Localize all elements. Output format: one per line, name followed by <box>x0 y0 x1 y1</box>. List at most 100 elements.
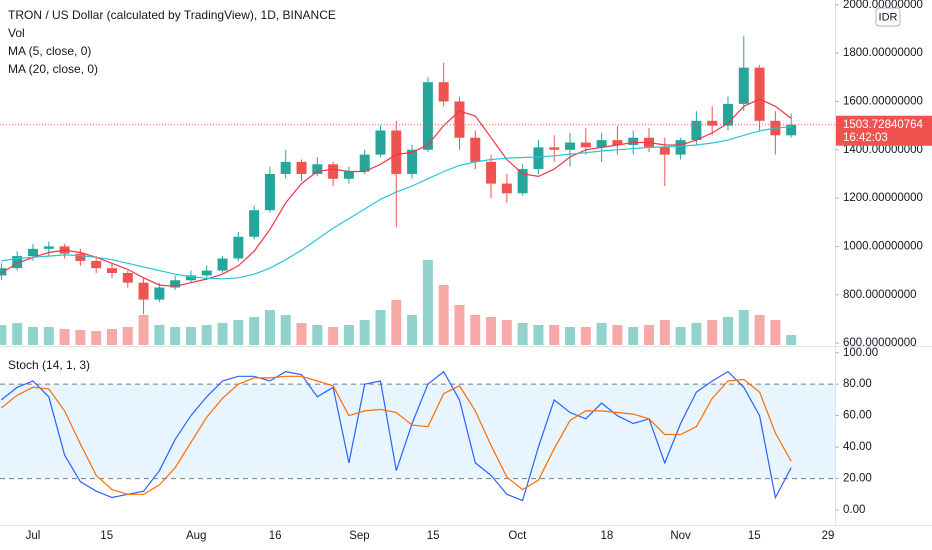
volume-bar <box>359 320 370 345</box>
volume-bar <box>217 323 228 345</box>
volume-bar <box>644 325 655 345</box>
y-tick-label: 1800.00000000 <box>843 47 923 59</box>
volume-bar <box>675 327 686 345</box>
stoch-band <box>0 384 835 479</box>
volume-bar <box>249 317 260 345</box>
currency-label: IDR <box>879 11 898 23</box>
volume-bar <box>501 320 512 345</box>
volume-bar <box>170 327 181 345</box>
candle-body <box>565 142 576 150</box>
candle-body <box>754 67 765 121</box>
y-tick-label: 80.00 <box>843 378 872 390</box>
volume-bar <box>533 325 544 345</box>
candle-body <box>28 248 38 257</box>
volume-bar <box>754 315 765 345</box>
candle-body <box>596 140 607 148</box>
chart-title: TRON / US Dollar (calculated by TradingV… <box>8 8 336 22</box>
y-tick-label: 20.00 <box>843 473 872 485</box>
candle-body <box>106 268 117 274</box>
legend-entry: MA (5, close, 0) <box>8 44 91 58</box>
candle-body <box>454 101 465 138</box>
legend-volume: Vol <box>8 26 25 40</box>
candle-body <box>264 173 275 211</box>
volume-bar <box>422 260 433 345</box>
countdown: 16:42:03 <box>843 132 888 144</box>
candle-body <box>675 140 686 155</box>
x-tick-label: Aug <box>186 530 206 542</box>
candle-body <box>154 287 165 300</box>
x-tick-label: Nov <box>670 530 691 542</box>
indicator-title: Stoch (14, 1, 3) <box>8 358 90 372</box>
volume-bar <box>43 327 54 345</box>
candle-body <box>517 169 528 194</box>
candle-body <box>391 130 402 174</box>
volume-bar <box>738 310 749 345</box>
last-price-box <box>836 115 932 146</box>
candle-body <box>43 246 54 249</box>
volume-bar <box>296 323 307 345</box>
y-tick-label: 60.00 <box>843 410 872 422</box>
candle-body <box>343 171 354 179</box>
candle-body <box>375 130 386 155</box>
candle-body <box>122 273 133 283</box>
volume-bar <box>28 327 38 345</box>
volume-bar <box>375 310 386 345</box>
last-price-label: 1503.72840764 <box>843 119 924 131</box>
candle-body <box>659 147 670 155</box>
candle-body <box>185 275 196 281</box>
candle-body <box>12 256 23 269</box>
volume-bar <box>580 327 591 345</box>
x-tick-label: 18 <box>600 530 613 542</box>
x-tick-label: 16 <box>269 530 282 542</box>
moving-average <box>1 126 792 280</box>
y-tick-label: 800.00000000 <box>843 289 917 301</box>
candle-body <box>296 161 307 174</box>
x-tick-label: Sep <box>349 530 369 542</box>
volume-bar <box>549 325 560 345</box>
volume-bar <box>138 315 149 345</box>
volume-bar <box>91 331 102 345</box>
stoch-line <box>1 375 792 495</box>
volume-bar <box>691 323 702 345</box>
volume-bar <box>185 327 196 345</box>
moving-average <box>1 98 792 287</box>
volume-bar <box>707 320 718 345</box>
candle-body <box>407 149 418 174</box>
volume-bar <box>343 325 354 345</box>
volume-bar <box>659 320 670 345</box>
candle-body <box>612 140 623 145</box>
candle-body <box>628 137 639 145</box>
y-tick-label: 0.00 <box>843 504 865 516</box>
candle-body <box>217 258 228 271</box>
candle-body <box>233 236 244 259</box>
volume-bar <box>59 329 70 345</box>
volume-bar <box>280 315 291 345</box>
volume-bar <box>154 325 165 345</box>
candle-body <box>438 82 449 102</box>
y-tick-label: 100.00 <box>843 347 878 359</box>
candle-body <box>138 282 149 300</box>
volume-bar <box>438 285 449 345</box>
candle-body <box>722 103 733 126</box>
x-tick-label: 15 <box>427 530 440 542</box>
candle-body <box>280 161 291 174</box>
volume-bar <box>407 315 418 345</box>
volume-bar <box>122 327 133 345</box>
y-tick-label: 1400.00000000 <box>843 144 923 156</box>
stoch-line <box>1 370 792 502</box>
volume-bar <box>722 317 733 345</box>
volume-bar <box>75 330 86 345</box>
volume-bar <box>486 317 497 345</box>
candle-body <box>328 164 339 179</box>
volume-bar <box>391 300 402 345</box>
candle-body <box>75 253 86 261</box>
candle-body <box>707 120 718 126</box>
candle-body <box>533 147 544 170</box>
y-tick-label: 1600.00000000 <box>843 96 923 108</box>
y-tick-label: 2000.00000000 <box>843 0 923 11</box>
volume-bar <box>596 323 607 345</box>
candle-body <box>312 164 323 174</box>
volume-bar <box>264 310 275 345</box>
